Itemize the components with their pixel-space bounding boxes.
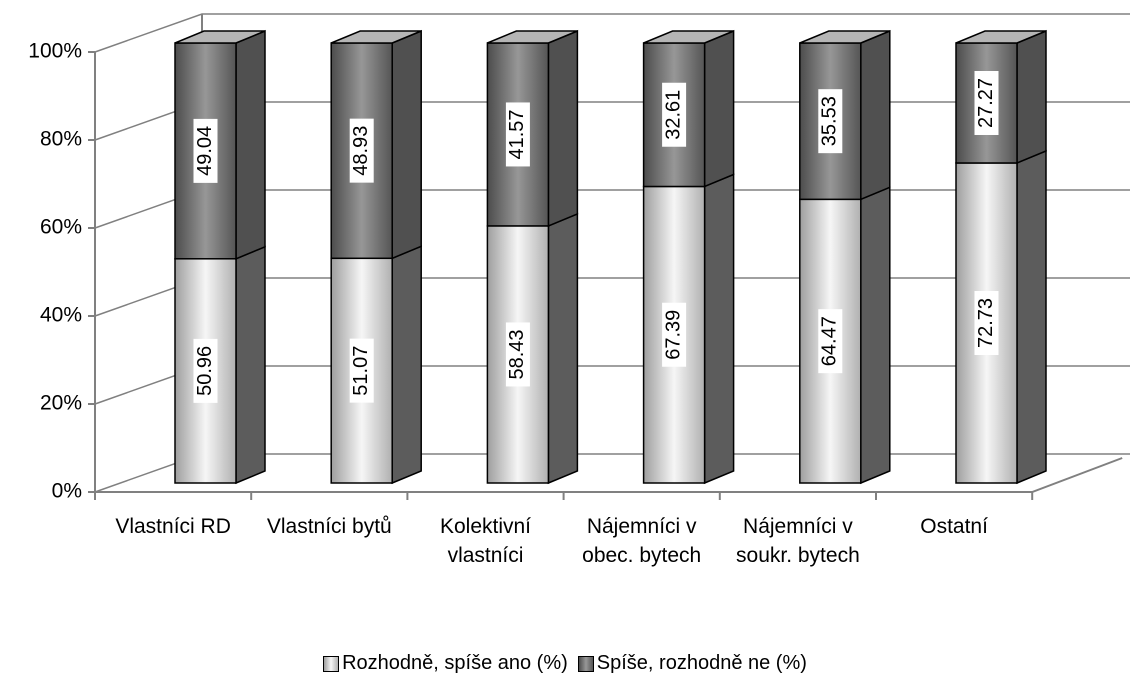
data-label: 72.73 — [975, 298, 997, 348]
x-tick-label: Nájemníci v soukr. bytech — [736, 515, 860, 567]
bar-side — [1016, 29, 1047, 165]
bar-top — [955, 30, 1047, 44]
data-label-box — [974, 290, 999, 355]
y-tick-label: 80% — [40, 128, 82, 151]
bar-side — [235, 245, 266, 485]
bar-side — [860, 186, 891, 485]
data-label: 49.04 — [194, 126, 216, 176]
bar-top — [330, 30, 422, 44]
data-label-box — [818, 309, 843, 374]
legend-swatch — [323, 655, 340, 672]
bar-side — [1016, 149, 1047, 485]
bar-side — [703, 173, 735, 485]
bar-top — [487, 30, 578, 44]
data-label-box — [193, 118, 218, 183]
bar-side — [860, 29, 891, 201]
bar-top — [799, 30, 891, 44]
data-label-box — [349, 338, 374, 403]
data-label-box — [818, 89, 843, 154]
data-label: 32.61 — [662, 90, 684, 140]
y-tick-label: 20% — [40, 392, 82, 415]
data-label: 51.07 — [350, 346, 372, 396]
data-label-box — [193, 338, 218, 403]
bar-side — [703, 29, 735, 188]
legend-label: Rozhodně, spíše ano (%) — [342, 652, 568, 674]
data-label: 50.96 — [194, 346, 216, 396]
legend-item: Rozhodně, spíše ano (%) — [323, 652, 568, 675]
bar-top — [643, 30, 734, 44]
legend-label: Spíše, rozhodně ne (%) — [596, 652, 807, 674]
x-tick-label: Kolektivní vlastníci — [439, 515, 532, 567]
data-label: 48.93 — [350, 126, 372, 176]
data-label: 27.27 — [975, 78, 997, 128]
data-label: 58.43 — [506, 329, 528, 379]
legend: Rozhodně, spíše ano (%) Spíše, rozhodně n… — [0, 652, 1130, 675]
y-tick-label: 0% — [52, 480, 82, 503]
data-label-box — [349, 118, 374, 183]
bar-side — [547, 29, 579, 228]
x-tick-label: Vlastníci RD — [115, 515, 231, 538]
data-label: 41.57 — [506, 109, 528, 159]
data-label: 35.53 — [819, 96, 841, 146]
bar-side — [391, 245, 422, 485]
bar-side — [235, 29, 266, 260]
data-label-box — [662, 302, 687, 367]
x-tick-label: Vlastníci bytů — [266, 515, 392, 538]
data-label: 64.47 — [819, 316, 841, 366]
bar-side — [391, 29, 422, 260]
data-label-box — [662, 82, 687, 147]
x-tick-label: Nájemníci v obec. bytech — [582, 515, 702, 567]
legend-item: Spíše, rozhodně ne (%) — [577, 652, 807, 675]
bar-side — [547, 212, 579, 485]
y-tick-label: 60% — [40, 216, 82, 239]
grid-line — [94, 13, 1130, 53]
bar-top — [174, 30, 266, 44]
legend-swatch — [577, 655, 594, 672]
y-tick-label: 100% — [28, 40, 82, 63]
data-label: 67.39 — [662, 310, 684, 360]
data-label-box — [505, 102, 530, 167]
x-tick-label: Ostatní — [920, 515, 988, 538]
data-label-box — [505, 322, 530, 387]
y-tick-label: 40% — [40, 304, 82, 327]
data-label-box — [974, 70, 999, 135]
